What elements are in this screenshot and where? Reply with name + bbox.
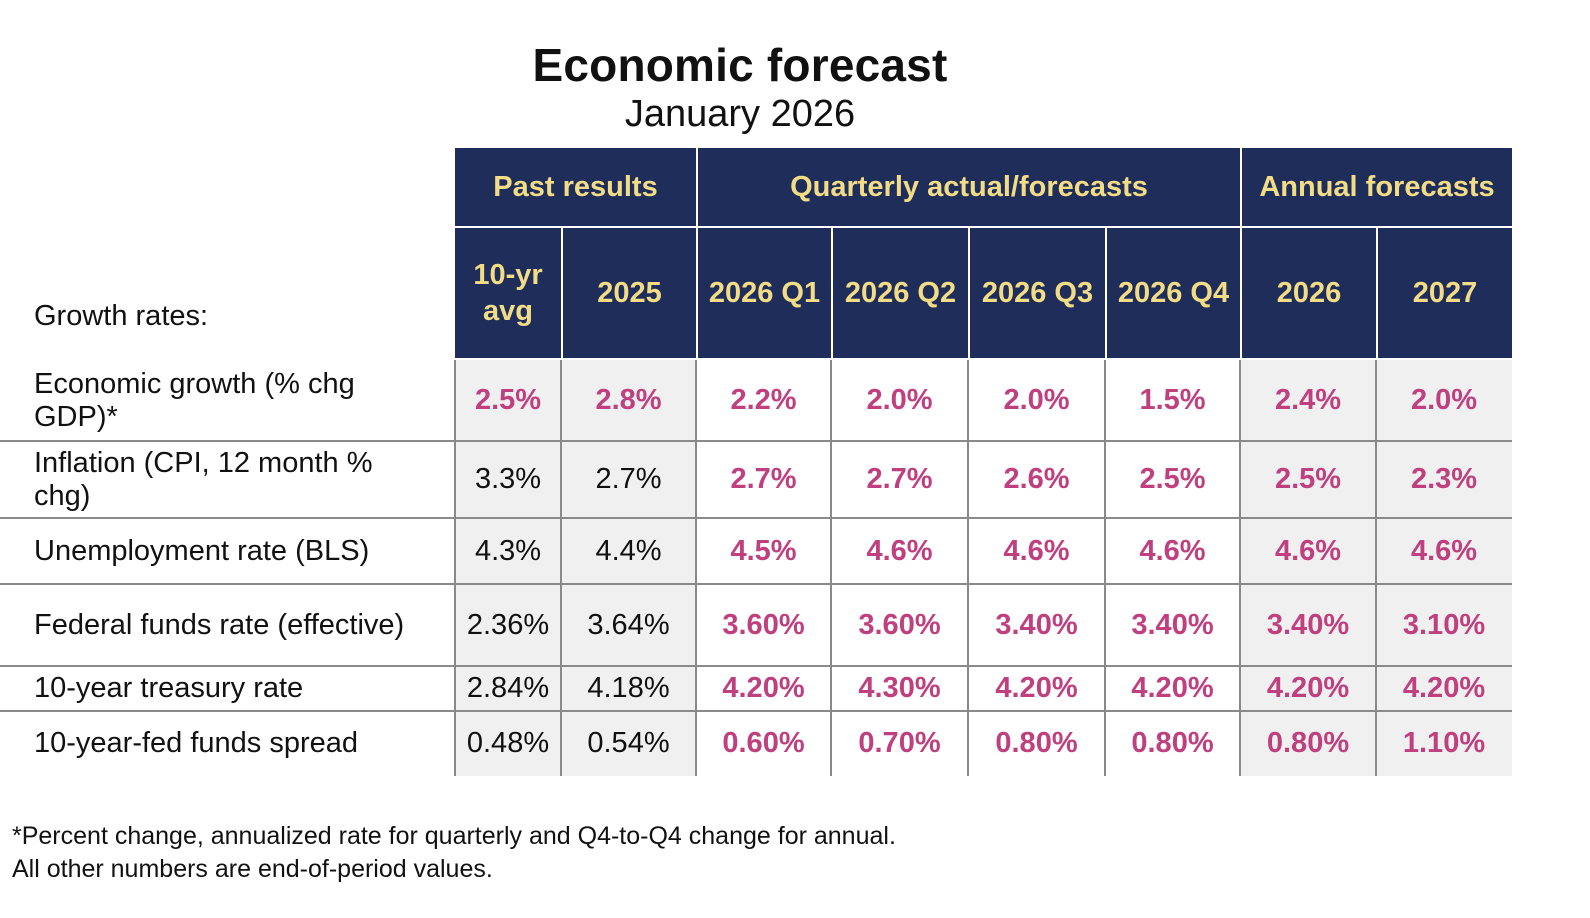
row-label: 10-year treasury rate: [34, 672, 304, 704]
column-header: 2027: [1378, 228, 1512, 358]
column-divider: [1375, 360, 1377, 776]
table-cell: 3.40%: [1240, 584, 1376, 666]
table-cell: 2.8%: [561, 360, 696, 441]
column-divider: [454, 360, 456, 776]
table-cell: 2.5%: [1139, 463, 1206, 495]
column-header: 2025: [563, 228, 696, 358]
table-cell: 2.0%: [1003, 384, 1070, 416]
table-cell: 4.6%: [1003, 534, 1070, 567]
column-header: 2026 Q4: [1107, 228, 1240, 358]
table-cell: 2.5%: [455, 360, 561, 441]
column-divider: [1104, 360, 1106, 776]
table-cell: 4.20%: [1376, 666, 1512, 711]
table-cell: 3.40%: [1131, 608, 1214, 641]
table-cell: 4.18%: [561, 666, 696, 711]
table-cell: 1.5%: [1139, 384, 1206, 416]
row-label: Inflation (CPI, 12 month % chg): [34, 446, 373, 512]
table-cell: 3.10%: [1376, 584, 1512, 666]
column-header: 2026 Q2: [833, 228, 968, 358]
table-cell: 2.3%: [1376, 441, 1512, 518]
row-label: Economic growth (% chg GDP)*: [34, 367, 355, 433]
table-cell: 4.30%: [858, 672, 941, 704]
table-cell: 2.7%: [866, 463, 933, 495]
table-cell: 3.40%: [995, 608, 1078, 641]
header-group: Past results: [455, 148, 696, 226]
table-cell: 2.6%: [1003, 463, 1070, 495]
table-cell: 4.20%: [1240, 666, 1376, 711]
table-cell: 4.20%: [1131, 672, 1214, 704]
table-cell: 2.4%: [1240, 360, 1376, 441]
table-cell: 3.3%: [455, 441, 561, 518]
column-divider: [830, 360, 832, 776]
row-divider: [0, 710, 1512, 712]
table-cell: 2.7%: [730, 463, 797, 495]
row-divider: [0, 517, 1512, 519]
table-cell: 4.6%: [866, 534, 933, 567]
column-header: 2026: [1242, 228, 1376, 358]
table-cell: 0.48%: [455, 711, 561, 776]
row-divider: [0, 583, 1512, 585]
table-cell: 0.70%: [858, 727, 941, 759]
row-label: 10-year-fed funds spread: [34, 727, 359, 759]
table-cell: 4.3%: [455, 518, 561, 584]
table-cell: 2.84%: [455, 666, 561, 711]
column-divider: [1239, 360, 1241, 776]
row-divider: [0, 440, 1512, 442]
table-cell: 2.36%: [455, 584, 561, 666]
table-cell: 0.60%: [722, 727, 805, 759]
table-cell: 4.20%: [995, 672, 1078, 704]
table-cell: 4.5%: [730, 534, 797, 567]
table-cell: 2.5%: [1240, 441, 1376, 518]
table-cell: 0.80%: [1240, 711, 1376, 776]
table-cell: 3.64%: [561, 584, 696, 666]
page-subtitle: January 2026: [624, 93, 856, 135]
table-cell: 2.0%: [1376, 360, 1512, 441]
column-header: 2026 Q3: [970, 228, 1105, 358]
header-group: Annual forecasts: [1242, 148, 1512, 226]
table-cell: 4.6%: [1139, 534, 1206, 567]
table-cell: 2.2%: [730, 384, 797, 416]
table-cell: 0.80%: [1131, 727, 1214, 759]
row-divider: [0, 665, 1512, 667]
table-cell: 3.60%: [722, 608, 805, 641]
column-header: 2026 Q1: [698, 228, 831, 358]
table-cell: 2.0%: [866, 384, 933, 416]
header-divider: [455, 226, 1512, 228]
table-cell: 4.6%: [1376, 518, 1512, 584]
table-cell: 3.60%: [858, 608, 941, 641]
table-cell: 4.4%: [561, 518, 696, 584]
table-cell: 2.7%: [561, 441, 696, 518]
row-label: Unemployment rate (BLS): [34, 534, 370, 567]
page-title: Economic forecast: [532, 39, 948, 91]
column-divider: [560, 360, 562, 776]
table-cell: 0.54%: [561, 711, 696, 776]
table-cell: 1.10%: [1376, 711, 1512, 776]
table-cell: 4.6%: [1240, 518, 1376, 584]
footnote: All other numbers are end-of-period valu…: [12, 855, 493, 883]
header-group: Quarterly actual/forecasts: [698, 148, 1240, 226]
column-divider: [967, 360, 969, 776]
footnote: *Percent change, annualized rate for qua…: [12, 822, 896, 850]
section-label: Growth rates:: [34, 300, 209, 332]
table-cell: 0.80%: [995, 727, 1078, 759]
row-label: Federal funds rate (effective): [34, 608, 405, 641]
table-cell: 4.20%: [722, 672, 805, 704]
column-divider: [695, 360, 697, 776]
column-header: 10-yr avg: [455, 228, 561, 358]
